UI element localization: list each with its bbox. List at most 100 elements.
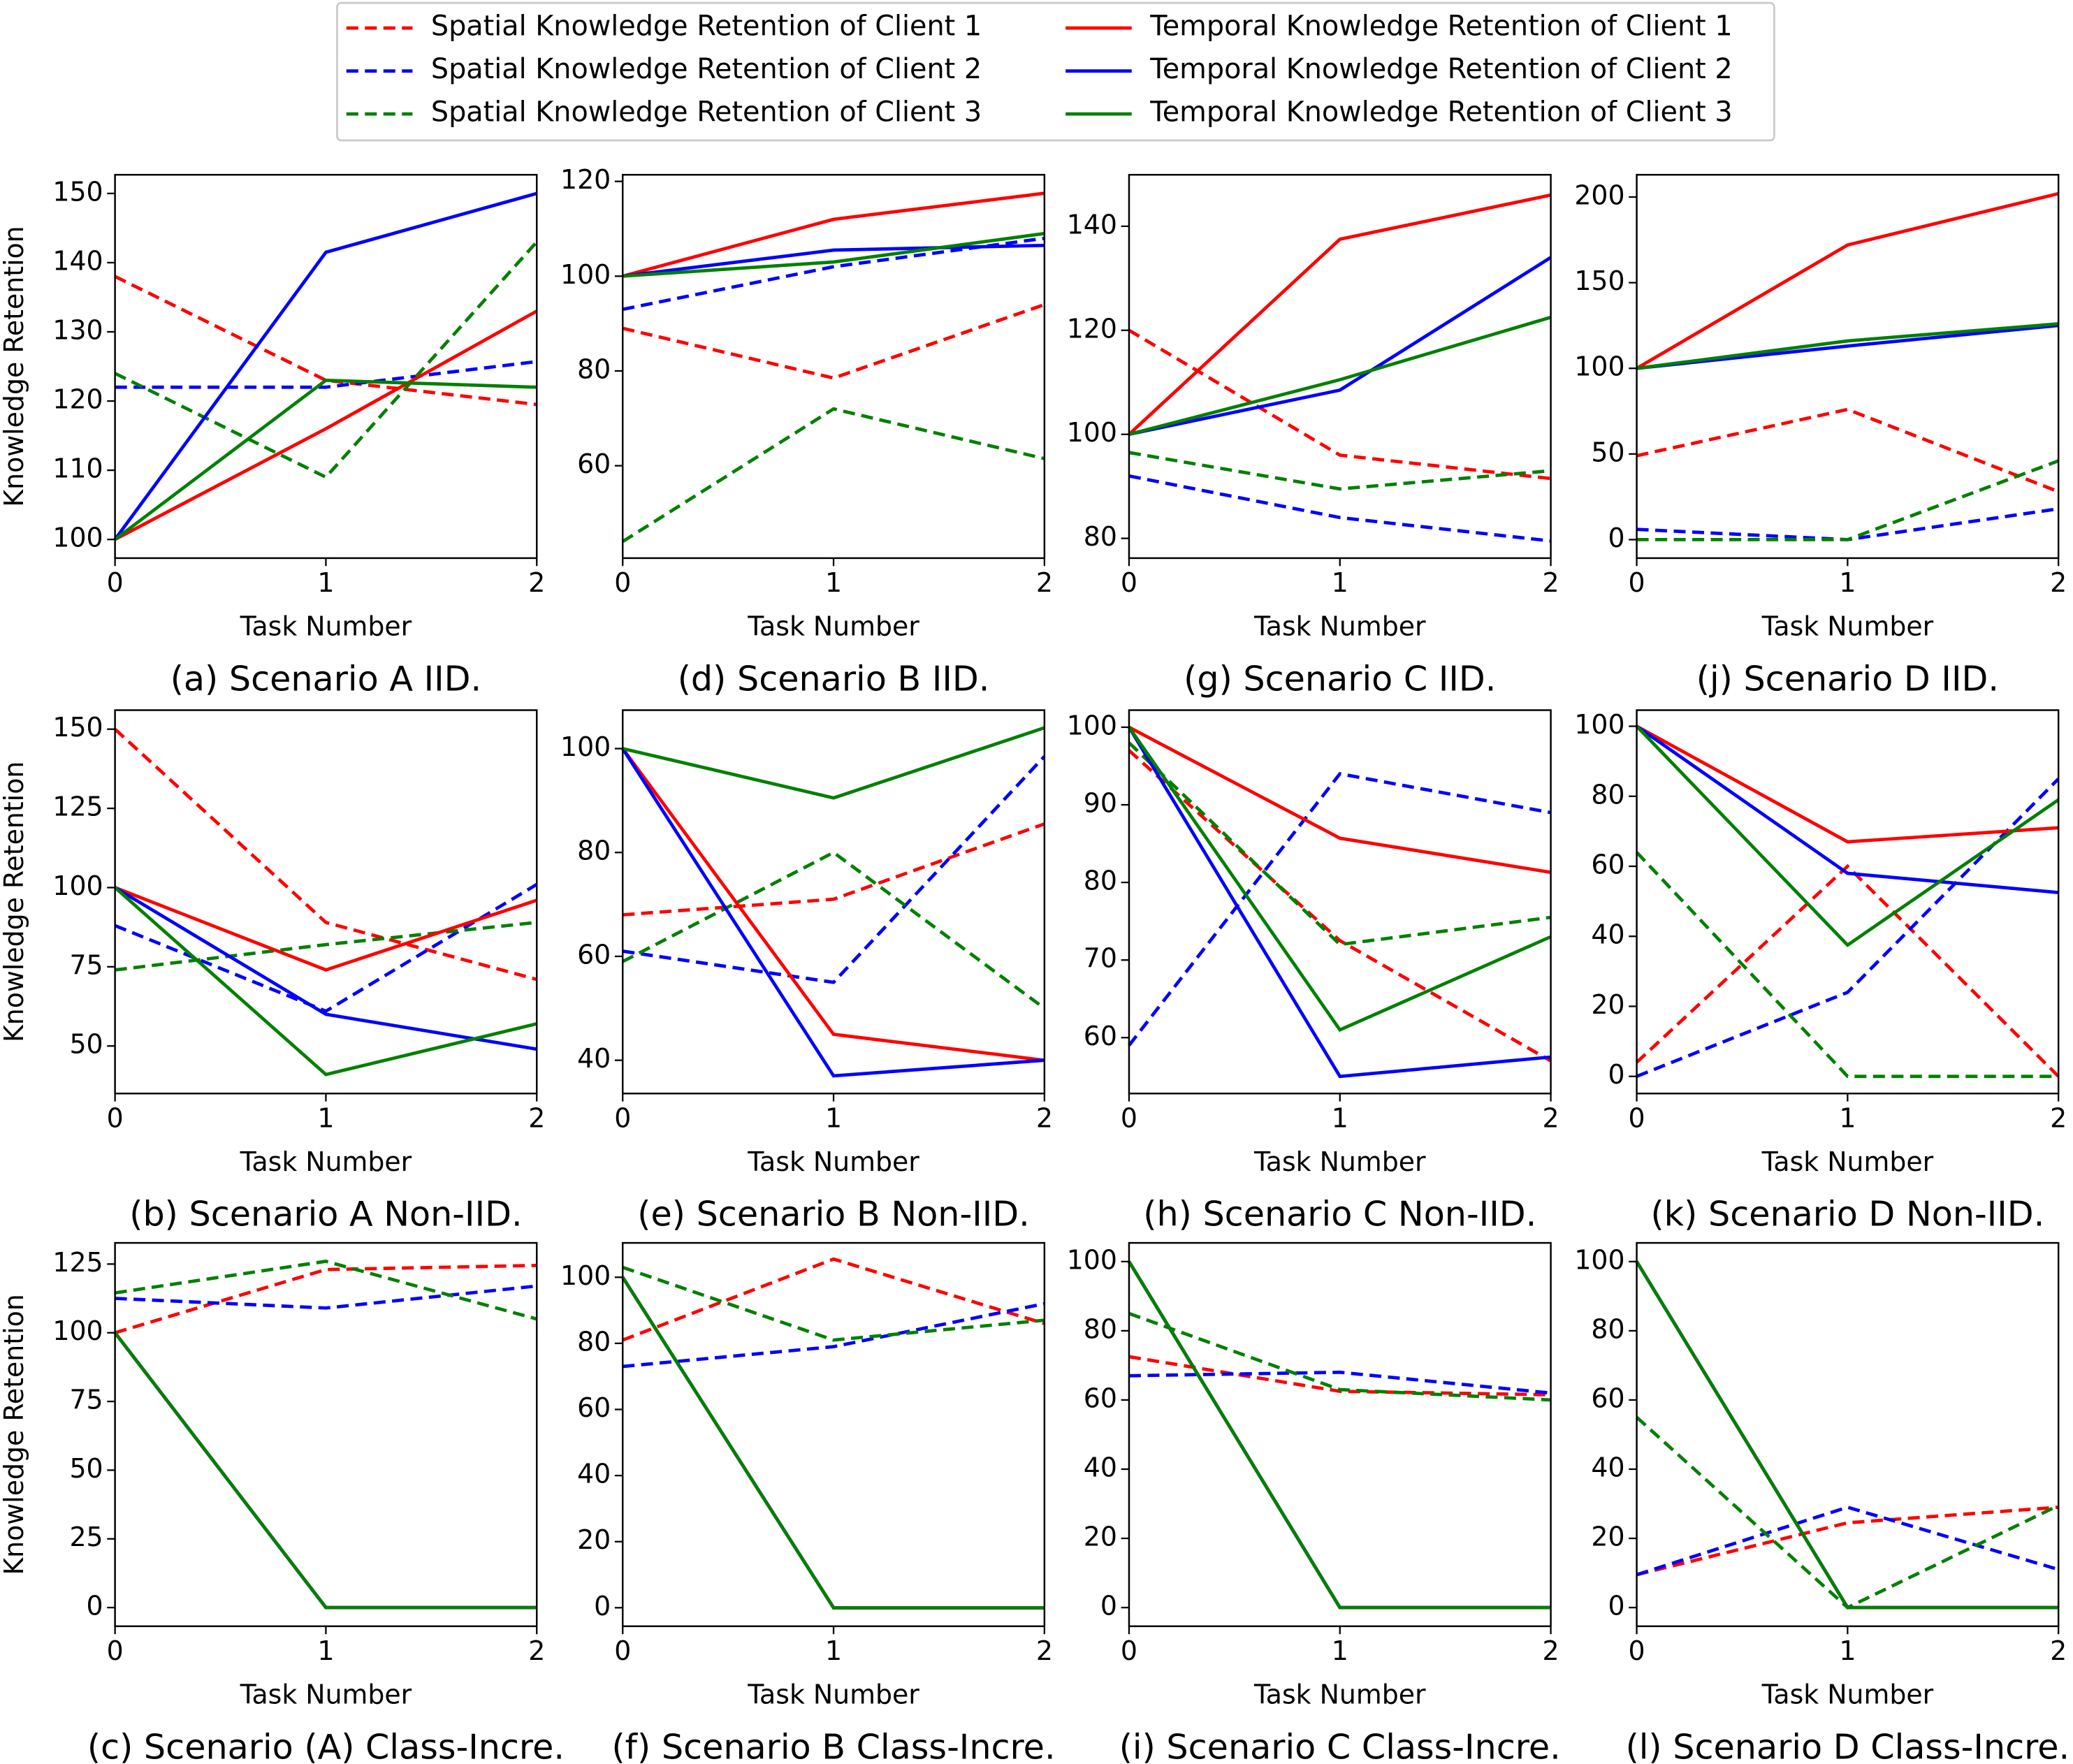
x-tick-label: 1 [1839, 1635, 1856, 1666]
x-tick-label: 1 [317, 1635, 334, 1666]
x-axis-label: Task Number [747, 1679, 919, 1710]
chart-caption: (j) Scenario D IID. [1696, 658, 1999, 699]
y-tick-label: 80 [577, 836, 611, 866]
y-tick-label: 150 [52, 712, 103, 743]
x-tick-label: 0 [1629, 1103, 1645, 1134]
chart-caption: (f) Scenario B Class-Incre. [611, 1726, 1055, 1764]
plot-area [623, 1243, 1045, 1626]
y-axis-label: Knowledge Retention [0, 761, 29, 1042]
y-tick-label: 0 [1608, 1591, 1624, 1621]
series-line [1128, 749, 1552, 1063]
x-tick-label: 0 [1121, 1103, 1137, 1134]
y-tick-label: 25 [69, 1522, 103, 1552]
chart-caption: (c) Scenario (A) Class-Incre. [87, 1726, 565, 1764]
series-line [1128, 474, 1551, 543]
x-tick-label: 2 [528, 1635, 545, 1666]
y-tick-label: 100 [52, 523, 103, 553]
series-line [1636, 322, 2059, 370]
series-line [622, 1265, 1045, 1342]
y-tick-label: 120 [560, 164, 611, 195]
series-line [114, 886, 537, 972]
axes-frame [622, 709, 1046, 1095]
plot-area [115, 175, 537, 558]
series-line [1636, 191, 2059, 370]
x-tick-label: 0 [107, 1103, 124, 1134]
series-line [1636, 1506, 2059, 1577]
y-tick-label: 60 [1084, 1383, 1117, 1413]
x-tick-label: 0 [1121, 567, 1137, 598]
x-tick-label: 1 [317, 567, 334, 598]
x-tick-label: 2 [1543, 1103, 1559, 1134]
y-tick-label: 100 [1574, 1244, 1624, 1275]
y-tick-label: 110 [52, 453, 103, 484]
axes-frame [1636, 1241, 2060, 1628]
y-tick-label: 100 [1067, 417, 1117, 448]
plot-area [1128, 1243, 1551, 1626]
chart-caption: (k) Scenario D Non-IID. [1650, 1194, 2044, 1234]
y-tick-label: 50 [69, 1029, 103, 1060]
axes-frame [1128, 1241, 1552, 1628]
series-line [114, 309, 538, 541]
series-line [1128, 725, 1551, 875]
y-tick-label: 0 [87, 1591, 103, 1621]
x-axis-label: Task Number [1253, 1679, 1426, 1710]
y-tick-label: 120 [1067, 313, 1117, 344]
chart-caption: (d) Scenario B IID. [678, 658, 990, 699]
x-tick-label: 0 [614, 1103, 631, 1134]
series-line [622, 191, 1045, 278]
series-line [1635, 863, 2060, 1078]
chart-caption: (e) Scenario B Non-IID. [637, 1194, 1029, 1234]
y-tick-label: 80 [577, 353, 611, 384]
plot-area [1636, 175, 2059, 558]
y-tick-label: 20 [1591, 989, 1624, 1020]
x-tick-label: 1 [825, 567, 842, 598]
x-tick-label: 2 [1543, 567, 1559, 598]
x-tick-label: 0 [107, 1635, 124, 1666]
chart-caption: (a) Scenario A IID. [170, 658, 481, 699]
series-line [1635, 1260, 2059, 1610]
y-tick-label: 100 [560, 1260, 611, 1291]
y-tick-label: 100 [560, 259, 611, 290]
series-line [113, 1332, 537, 1610]
y-tick-label: 100 [1574, 709, 1624, 740]
x-tick-label: 1 [825, 1103, 842, 1134]
y-axis-label: Knowledge Retention [0, 226, 29, 506]
axes-frame [1636, 709, 2060, 1095]
plot-area [623, 710, 1045, 1094]
series-line [114, 275, 537, 407]
series-line [1128, 741, 1551, 947]
x-axis-label: Task Number [747, 611, 919, 642]
series-line [1128, 328, 1551, 481]
y-tick-label: 130 [52, 315, 103, 346]
y-tick-label: 50 [1591, 437, 1624, 467]
y-tick-label: 60 [577, 449, 611, 479]
series-line [1128, 451, 1551, 491]
series-line [1128, 1370, 1551, 1395]
series-line [1636, 724, 2059, 844]
series-line [1635, 851, 2059, 1079]
series-line [1128, 772, 1552, 1047]
axes-frame [622, 1241, 1046, 1628]
x-axis-label: Task Number [1761, 611, 1934, 642]
y-tick-label: 80 [1591, 1313, 1624, 1344]
plot-area [1128, 175, 1551, 558]
series-line [1636, 724, 2059, 894]
x-tick-label: 1 [1839, 1103, 1856, 1134]
x-axis-label: Task Number [1253, 611, 1426, 642]
series-line [115, 1260, 537, 1321]
series-line [623, 1302, 1045, 1369]
series-line [1128, 1311, 1551, 1402]
series-line [1128, 726, 1552, 1033]
series-line [114, 886, 537, 1077]
x-tick-label: 0 [614, 567, 631, 598]
series-line [623, 822, 1045, 917]
y-tick-label: 60 [577, 939, 611, 970]
y-tick-label: 80 [1084, 866, 1117, 896]
series-line [622, 243, 1045, 278]
y-tick-label: 120 [52, 384, 103, 415]
axes-frame [114, 173, 538, 560]
y-tick-label: 100 [1574, 351, 1624, 382]
x-tick-label: 1 [1839, 567, 1856, 598]
series-line [1127, 726, 1551, 1079]
